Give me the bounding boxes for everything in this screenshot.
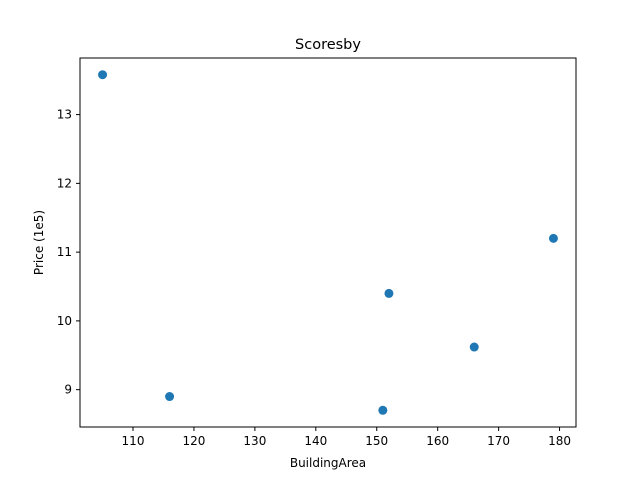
x-tick-label: 110 <box>122 434 145 448</box>
x-tick-label: 140 <box>304 434 327 448</box>
x-tick-label: 170 <box>487 434 510 448</box>
x-tick-label: 120 <box>182 434 205 448</box>
x-tick-label: 130 <box>243 434 266 448</box>
data-point <box>469 342 479 352</box>
data-point <box>165 392 175 402</box>
x-axis-label: BuildingArea <box>290 456 366 470</box>
y-tick-label: 12 <box>57 176 72 190</box>
data-point <box>548 233 558 243</box>
y-tick-label: 11 <box>57 245 72 259</box>
x-tick-label: 180 <box>548 434 571 448</box>
data-point <box>384 288 394 298</box>
y-axis-label: Price (1e5) <box>32 210 46 275</box>
x-tick-label: 150 <box>365 434 388 448</box>
data-point <box>98 70 108 80</box>
y-tick-label: 13 <box>57 108 72 122</box>
data-point <box>378 405 388 415</box>
y-tick-label: 10 <box>57 314 72 328</box>
plot-frame <box>79 57 577 428</box>
x-tick-label: 160 <box>426 434 449 448</box>
data-points <box>98 70 558 415</box>
y-tick-label: 9 <box>64 383 72 397</box>
x-axis-ticks: 110 120 130 140 150 160 170 180 <box>122 427 571 448</box>
y-axis-ticks: 9 10 11 12 13 <box>57 108 80 397</box>
chart-title: Scoresby <box>295 37 361 53</box>
